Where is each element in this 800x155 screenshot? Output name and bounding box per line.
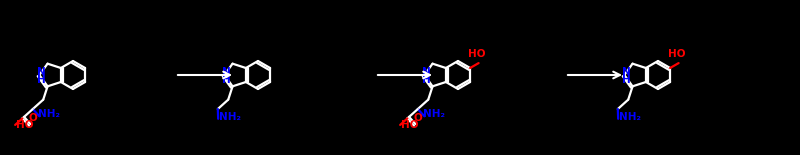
Text: N: N <box>222 67 231 77</box>
Text: NH₂: NH₂ <box>619 112 641 122</box>
Text: NH₂: NH₂ <box>423 109 446 119</box>
Text: H: H <box>622 75 631 85</box>
Text: HO: HO <box>668 49 686 59</box>
Text: O: O <box>414 113 422 123</box>
Text: HO: HO <box>402 120 419 130</box>
Text: HO: HO <box>16 120 34 130</box>
Text: NH₂: NH₂ <box>219 112 241 122</box>
Text: N: N <box>37 67 46 77</box>
Text: NH₂: NH₂ <box>38 109 60 119</box>
Text: N: N <box>422 67 431 77</box>
Text: O: O <box>29 113 38 123</box>
Text: HO: HO <box>468 49 486 59</box>
Text: H: H <box>422 75 431 85</box>
Text: H: H <box>37 75 46 85</box>
Text: N: N <box>622 67 631 77</box>
Text: H: H <box>222 75 231 85</box>
